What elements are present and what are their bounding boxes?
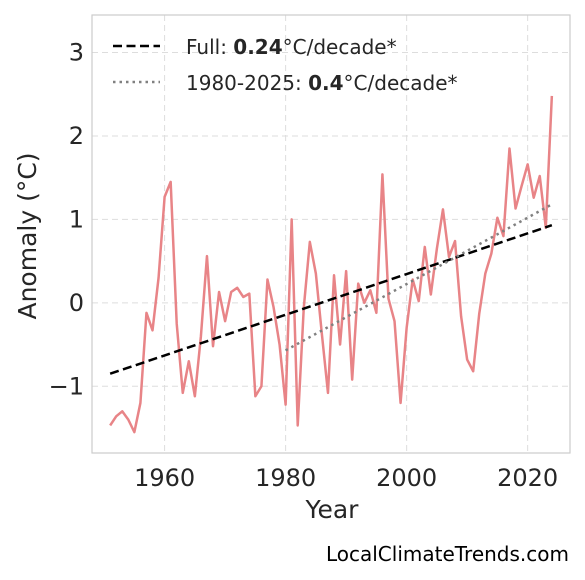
y-axis-title: Anomaly (°C): [13, 152, 42, 319]
x-tick-label: 2000: [376, 464, 437, 492]
x-tick-label: 1980: [255, 464, 316, 492]
y-tick-label: 3: [69, 39, 84, 67]
legend-recent-value: 0.4: [308, 71, 343, 95]
series-lines: [109, 95, 554, 434]
y-tick-label: 1: [69, 205, 84, 233]
plot-frame: [91, 14, 571, 454]
legend-label-recent: 1980-2025: 0.4°C/decade*: [186, 71, 458, 95]
legend: Full: 0.24°C/decade* 1980-2025: 0.4°C/de…: [113, 35, 458, 95]
anomaly-series-line: [109, 95, 554, 434]
legend-full-prefix: Full:: [186, 35, 233, 59]
legend-full-suffix: °C/decade*: [283, 35, 397, 59]
x-tick-label: 1960: [134, 464, 195, 492]
y-tick-label: 0: [69, 289, 84, 317]
recent-trend-line: [285, 203, 553, 352]
x-axis-title: Year: [305, 495, 360, 524]
watermark: LocalClimateTrends.com: [326, 542, 569, 566]
y-tick-label: 2: [69, 122, 84, 150]
tick-labels: 1960 1980 2000 2020 −1 0 1 2 3: [49, 39, 559, 492]
full-trend-line: [109, 224, 553, 375]
legend-full-value: 0.24: [233, 35, 282, 59]
x-tick-label: 2020: [497, 464, 558, 492]
legend-recent-suffix: °C/decade*: [344, 71, 458, 95]
y-tick-label: −1: [49, 372, 84, 400]
legend-recent-prefix: 1980-2025:: [186, 71, 308, 95]
legend-label-full: Full: 0.24°C/decade*: [186, 35, 397, 59]
